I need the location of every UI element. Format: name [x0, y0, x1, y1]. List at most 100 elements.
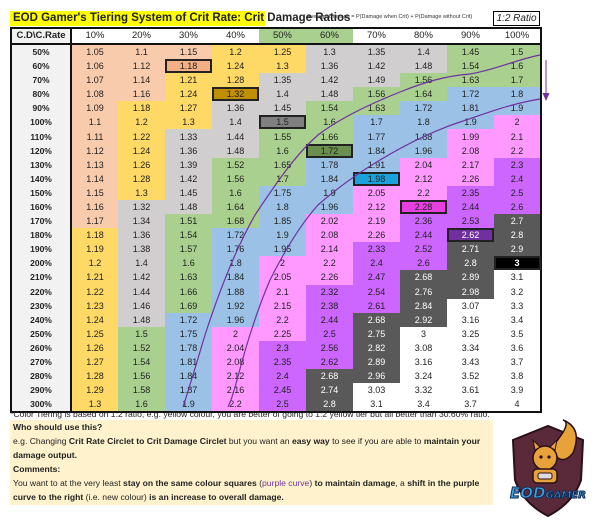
ratio-cell[interactable]: 2.15: [259, 298, 306, 313]
ratio-cell[interactable]: 1.92: [212, 298, 259, 313]
ratio-cell[interactable]: 3.07: [447, 298, 494, 313]
ratio-cell[interactable]: 1.25: [71, 326, 118, 341]
ratio-cell[interactable]: 2.4: [494, 171, 541, 186]
ratio-cell[interactable]: 3.5: [494, 326, 541, 341]
ratio-cell[interactable]: 2.53: [447, 214, 494, 229]
ratio-cell[interactable]: 2.89: [353, 354, 400, 370]
ratio-cell[interactable]: 2: [494, 115, 541, 130]
ratio-cell[interactable]: 1.16: [118, 87, 165, 102]
ratio-cell[interactable]: 1.11: [71, 129, 118, 144]
ratio-cell[interactable]: 1.6: [118, 397, 165, 413]
ratio-cell[interactable]: 1.9: [447, 115, 494, 130]
ratio-cell[interactable]: 1.06: [71, 59, 118, 74]
ratio-cell[interactable]: 1.4: [118, 256, 165, 271]
ratio-cell[interactable]: 2.08: [447, 143, 494, 158]
ratio-cell[interactable]: 1.23: [71, 298, 118, 313]
ratio-cell[interactable]: 1.05: [71, 44, 118, 59]
ratio-cell[interactable]: 1.1: [71, 115, 118, 130]
ratio-cell[interactable]: 1.6: [494, 59, 541, 74]
ratio-cell[interactable]: 3.7: [494, 354, 541, 370]
ratio-cell[interactable]: 2.2: [306, 256, 353, 271]
ratio-cell[interactable]: 1.14: [118, 73, 165, 88]
ratio-cell[interactable]: 1.38: [118, 242, 165, 257]
ratio-cell[interactable]: 1.48: [165, 199, 212, 215]
ratio-cell[interactable]: 2.56: [306, 340, 353, 355]
ratio-cell[interactable]: 1.36: [118, 228, 165, 243]
ratio-cell[interactable]: 4: [494, 397, 541, 413]
ratio-cell[interactable]: 1.17: [71, 214, 118, 229]
ratio-cell[interactable]: 1.15: [71, 185, 118, 200]
ratio-cell[interactable]: 1.8: [494, 87, 541, 102]
ratio-cell[interactable]: 2.98: [447, 284, 494, 299]
ratio-cell[interactable]: 1.78: [165, 340, 212, 355]
ratio-cell[interactable]: 1.27: [71, 354, 118, 370]
ratio-cell[interactable]: 2.68: [353, 312, 400, 327]
ratio-cell[interactable]: 1.46: [118, 298, 165, 313]
ratio-cell[interactable]: 1.72: [447, 87, 494, 102]
ratio-cell[interactable]: 1.96: [400, 143, 447, 158]
ratio-cell[interactable]: 1.09: [71, 101, 118, 116]
ratio-cell[interactable]: 1.96: [212, 312, 259, 327]
ratio-cell[interactable]: 1.36: [165, 143, 212, 158]
ratio-cell-highlighted[interactable]: 3: [494, 256, 541, 271]
ratio-cell[interactable]: 1.48: [400, 59, 447, 74]
ratio-cell[interactable]: 2.74: [306, 383, 353, 398]
ratio-cell[interactable]: 1.49: [353, 73, 400, 88]
ratio-cell-highlighted[interactable]: 1.18: [165, 59, 212, 74]
ratio-cell[interactable]: 2.44: [447, 199, 494, 215]
ratio-cell[interactable]: 2.33: [353, 242, 400, 257]
ratio-cell[interactable]: 1.6: [306, 115, 353, 130]
ratio-cell[interactable]: 1.91: [353, 157, 400, 172]
ratio-cell[interactable]: 3.24: [400, 369, 447, 384]
ratio-cell[interactable]: 1.12: [71, 143, 118, 158]
ratio-cell[interactable]: 1.5: [494, 44, 541, 59]
ratio-cell[interactable]: 1.54: [165, 228, 212, 243]
ratio-cell[interactable]: 1.19: [71, 242, 118, 257]
ratio-cell[interactable]: 2.9: [494, 242, 541, 257]
ratio-cell-highlighted[interactable]: 2.62: [447, 228, 494, 243]
ratio-cell[interactable]: 1.07: [71, 73, 118, 88]
ratio-cell[interactable]: 1.84: [165, 369, 212, 384]
ratio-cell[interactable]: 2.1: [494, 129, 541, 144]
ratio-cell[interactable]: 1.5: [118, 326, 165, 341]
ratio-cell-highlighted[interactable]: 2.28: [400, 199, 447, 215]
ratio-cell[interactable]: 2.6: [400, 256, 447, 271]
ratio-cell[interactable]: 2.26: [353, 228, 400, 243]
ratio-cell[interactable]: 2.52: [400, 242, 447, 257]
ratio-cell[interactable]: 1.63: [447, 73, 494, 88]
ratio-cell[interactable]: 3.6: [494, 340, 541, 355]
ratio-cell[interactable]: 1.16: [71, 199, 118, 215]
ratio-cell[interactable]: 1.68: [212, 214, 259, 229]
ratio-cell[interactable]: 2.47: [353, 270, 400, 285]
ratio-cell[interactable]: 2.2: [494, 143, 541, 158]
ratio-cell[interactable]: 1.66: [165, 284, 212, 299]
ratio-cell[interactable]: 1.42: [306, 73, 353, 88]
ratio-cell[interactable]: 1.34: [118, 214, 165, 229]
ratio-cell[interactable]: 1.56: [118, 369, 165, 384]
ratio-cell[interactable]: 2.4: [353, 256, 400, 271]
ratio-cell[interactable]: 3.16: [447, 312, 494, 327]
ratio-cell[interactable]: 3.52: [447, 369, 494, 384]
ratio-cell[interactable]: 2.3: [259, 340, 306, 355]
ratio-cell[interactable]: 1.45: [259, 101, 306, 116]
ratio-cell[interactable]: 1.57: [165, 242, 212, 257]
ratio-cell[interactable]: 1.08: [71, 87, 118, 102]
ratio-cell[interactable]: 2.54: [353, 284, 400, 299]
ratio-cell[interactable]: 2.17: [447, 157, 494, 172]
ratio-cell[interactable]: 1.84: [212, 270, 259, 285]
ratio-cell[interactable]: 3.43: [447, 354, 494, 370]
ratio-cell[interactable]: 1.35: [259, 73, 306, 88]
ratio-cell-highlighted[interactable]: 1.5: [259, 115, 306, 130]
ratio-cell[interactable]: 1.8: [400, 115, 447, 130]
ratio-cell[interactable]: 1.22: [118, 129, 165, 144]
ratio-cell-highlighted[interactable]: 1.72: [306, 143, 353, 158]
ratio-cell[interactable]: 2.92: [400, 312, 447, 327]
ratio-cell[interactable]: 1.42: [118, 270, 165, 285]
ratio-cell[interactable]: 1.75: [165, 326, 212, 341]
ratio-cell[interactable]: 2.25: [259, 326, 306, 341]
ratio-cell[interactable]: 2.35: [259, 354, 306, 370]
ratio-cell-highlighted[interactable]: 1.32: [212, 87, 259, 102]
ratio-cell[interactable]: 1.6: [165, 256, 212, 271]
ratio-cell[interactable]: 2.68: [400, 270, 447, 285]
ratio-cell[interactable]: 1.88: [212, 284, 259, 299]
